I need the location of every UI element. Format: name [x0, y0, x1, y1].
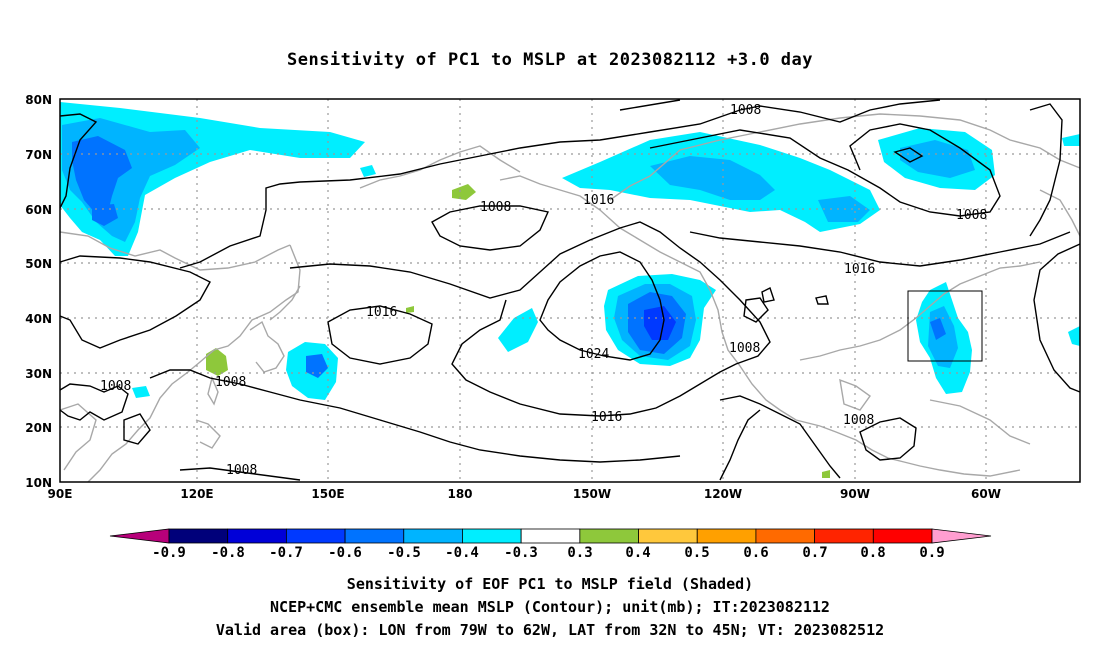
colorbar-bin — [696, 528, 757, 544]
longitude-labels: 90E 120E 150E 180 150W 120W 90W 60W — [48, 487, 1001, 501]
colorbar: -0.9 -0.8 -0.7 -0.6 -0.5 -0.4 -0.3 0.3 0… — [109, 528, 992, 561]
contour-label: 1024 — [578, 347, 609, 362]
caption-shading: Sensitivity of EOF PC1 to MSLP field (Sh… — [346, 575, 754, 593]
colorbar-bin — [227, 528, 287, 544]
colorbar-label: 0.5 — [684, 545, 709, 561]
colorbar-bin — [403, 528, 463, 544]
shade-baffin-blue — [900, 140, 975, 178]
colorbar-bin — [755, 528, 816, 544]
lon-label: 150E — [311, 487, 344, 501]
mslp-contours — [59, 99, 1081, 481]
lat-label: 80N — [25, 93, 52, 107]
coastlines — [59, 113, 1081, 483]
lat-label: 60N — [25, 203, 52, 217]
shade-siberia-blue2 — [72, 136, 132, 214]
colorbar-label: 0.4 — [625, 545, 650, 561]
colorbar-bin — [638, 528, 698, 544]
colorbar-label: -0.6 — [328, 545, 362, 561]
shade-canada-blue1 — [650, 156, 775, 200]
contour-label: 1016 — [844, 262, 875, 277]
chart-title: Sensitivity of PC1 to MSLP at 2023082112… — [286, 50, 813, 70]
contour-label: 1008 — [729, 341, 760, 356]
colorbar-label: -0.3 — [504, 545, 538, 561]
latitude-labels: 80N 70N 60N 50N 40N 30N 20N 10N — [25, 93, 52, 490]
colorbar-label: -0.8 — [211, 545, 245, 561]
shade-pac-blue3 — [644, 306, 676, 340]
contour-labels: 1008 1008 1016 1008 1008 1008 1016 1024 … — [100, 103, 987, 478]
shade-eastcoast-blue2 — [930, 318, 946, 340]
shade-small-cyan-a — [360, 165, 376, 177]
shade-small-cyan-b — [132, 386, 150, 398]
colorbar-label: -0.9 — [152, 545, 186, 561]
colorbar-label: -0.5 — [387, 545, 421, 561]
shade-green-a — [452, 184, 476, 200]
lat-label: 40N — [25, 312, 52, 326]
contour-label: 1008 — [480, 200, 511, 215]
shade-green-c — [406, 306, 414, 313]
contour-label: 1016 — [591, 410, 622, 425]
colorbar-bin — [462, 528, 522, 544]
shade-japan-blue — [306, 354, 328, 378]
contour-label: 1008 — [226, 463, 257, 478]
shade-green-d — [822, 470, 830, 478]
caption-contour: NCEP+CMC ensemble mean MSLP (Contour); u… — [270, 598, 830, 616]
colorbar-pos-tip — [931, 528, 992, 544]
lon-label: 180 — [447, 487, 472, 501]
contour-label: 1008 — [730, 103, 761, 118]
colorbar-label: -0.4 — [445, 545, 479, 561]
shading-layer — [60, 102, 1080, 478]
shade-pac-west — [498, 308, 538, 352]
lon-label: 120E — [180, 487, 213, 501]
colorbar-label: -0.7 — [269, 545, 303, 561]
contour-label: 1008 — [843, 413, 874, 428]
map-frame — [59, 98, 1081, 483]
lon-label: 120W — [704, 487, 742, 501]
lon-label: 90W — [840, 487, 870, 501]
colorbar-bin — [579, 528, 639, 544]
lon-label: 90E — [48, 487, 73, 501]
colorbar-bin — [872, 528, 933, 544]
colorbar-bin — [344, 528, 405, 544]
lat-label: 10N — [25, 476, 52, 490]
contour-label: 1016 — [366, 305, 397, 320]
lon-label: 60W — [971, 487, 1001, 501]
shade-siberia-blue3 — [92, 204, 118, 226]
shade-edge-cyan-b — [1068, 326, 1080, 346]
valid-area-box — [907, 290, 983, 362]
caption-valid-area: Valid area (box): LON from 79W to 62W, L… — [215, 621, 885, 639]
contour-label: 1008 — [215, 375, 246, 390]
colorbar-label: 0.3 — [567, 545, 592, 561]
contour-label: 1008 — [956, 208, 987, 223]
graticule — [60, 99, 1080, 482]
lat-label: 70N — [25, 148, 52, 162]
colorbar-bin — [285, 528, 346, 544]
contour-label: 1016 — [583, 193, 614, 208]
lat-label: 30N — [25, 367, 52, 381]
colorbar-label: 0.6 — [743, 545, 768, 561]
contour-label: 1008 — [100, 379, 131, 394]
lat-label: 50N — [25, 257, 52, 271]
colorbar-bin — [168, 528, 229, 544]
shade-green-b — [206, 348, 228, 376]
colorbar-neg-tip — [109, 528, 170, 544]
colorbar-bin — [520, 528, 581, 544]
shade-edge-cyan-a — [1062, 134, 1080, 146]
lat-label: 20N — [25, 421, 52, 435]
colorbar-label: 0.7 — [802, 545, 827, 561]
colorbar-label: 0.8 — [860, 545, 885, 561]
colorbar-label: 0.9 — [919, 545, 944, 561]
lon-label: 150W — [573, 487, 611, 501]
colorbar-bin — [814, 528, 874, 544]
